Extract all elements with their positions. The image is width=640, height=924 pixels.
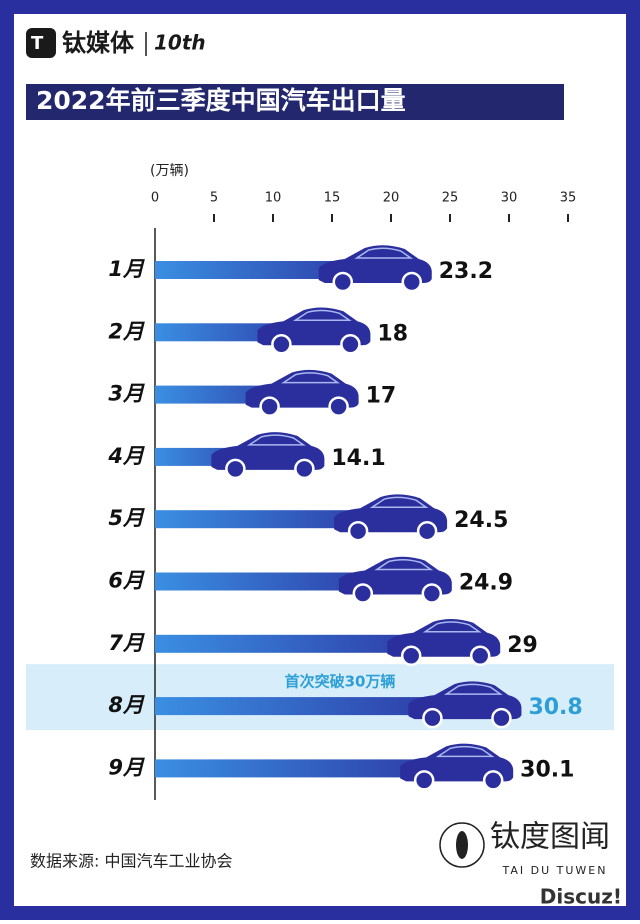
value-label: 30.8: [528, 695, 582, 720]
bar-body: [155, 759, 481, 778]
watermark-name: 钛度图闻: [490, 820, 610, 855]
car-icon: [334, 494, 448, 542]
y-tick-label: 1月: [108, 257, 145, 281]
bar: [155, 307, 371, 355]
bar: [155, 432, 325, 480]
car-wheel: [347, 520, 369, 542]
car-wheel: [340, 334, 361, 355]
bar: [155, 743, 514, 791]
car-window: [354, 247, 414, 259]
value-label: 29: [507, 633, 538, 658]
car-icon: [400, 743, 514, 791]
car-window: [369, 496, 429, 508]
watermark-logo: [439, 822, 485, 868]
y-tick-label: 2月: [108, 319, 145, 343]
title-banner: [26, 84, 564, 120]
car-wheel: [400, 645, 422, 667]
car-icon: [338, 556, 452, 604]
x-tick-label: 15: [324, 191, 341, 206]
unit-label: (万辆): [150, 163, 189, 179]
bar: [155, 369, 359, 417]
y-tick-label: 9月: [108, 755, 145, 779]
bar: [155, 245, 432, 293]
car-wheel: [401, 271, 423, 293]
car-icon: [211, 432, 325, 480]
y-tick-label: 8月: [108, 693, 145, 717]
y-tick-label: 4月: [107, 444, 145, 468]
value-label: 24.5: [454, 508, 508, 533]
value-label: 23.2: [439, 259, 493, 284]
car-wheel: [328, 396, 349, 417]
car-icon: [387, 619, 501, 667]
y-tick-label: 6月: [108, 569, 145, 593]
value-label: 30.1: [520, 757, 574, 782]
logo-icon: [26, 28, 56, 58]
car-window: [435, 745, 495, 758]
brand: 钛媒体: [62, 29, 135, 57]
x-tick-label: 25: [442, 191, 459, 206]
car-wheel: [416, 520, 438, 542]
bar: [155, 619, 501, 667]
bar: [155, 681, 522, 729]
car-icon: [408, 681, 522, 729]
car-wheel: [271, 334, 292, 355]
car-wheel: [491, 707, 512, 729]
car-wheel: [469, 645, 491, 667]
x-tick-label: 35: [560, 191, 577, 206]
car-icon: [318, 245, 432, 293]
value-label: 18: [377, 321, 408, 346]
brand-badge: 10th: [154, 31, 206, 55]
car-wheel: [482, 770, 504, 791]
value-label: 14.1: [331, 446, 385, 471]
car-window: [422, 621, 482, 633]
annotation: 首次突破30万辆: [285, 673, 396, 691]
logo-mark: T: [31, 33, 44, 54]
source: 数据来源: 中国汽车工业协会: [30, 852, 232, 871]
car-wheel: [421, 583, 443, 604]
car-wheel: [422, 707, 443, 729]
car-window: [246, 434, 306, 446]
y-tick-label: 7月: [108, 631, 145, 655]
car-wheel: [259, 396, 280, 417]
x-tick-label: 10: [265, 191, 282, 206]
chart-title: 2022年前三季度中国汽车出口量: [36, 86, 406, 115]
value-label: 17: [366, 384, 397, 409]
car-window: [443, 683, 503, 695]
car-wheel: [413, 770, 435, 791]
bar: [155, 556, 452, 604]
x-tick-label: 20: [383, 191, 400, 206]
site-watermark: Discuz!: [540, 885, 622, 909]
car-window: [374, 559, 434, 571]
car-icon: [245, 369, 359, 417]
car-window: [281, 372, 340, 384]
x-tick-label: 0: [151, 191, 159, 206]
car-window: [292, 309, 352, 322]
bar-body: [155, 697, 489, 716]
x-tick-label: 30: [501, 191, 518, 206]
car-wheel: [332, 271, 354, 293]
car-wheel: [352, 583, 374, 604]
y-tick-label: 3月: [108, 382, 145, 406]
bar: [155, 494, 448, 542]
y-tick-label: 5月: [108, 506, 145, 530]
x-tick-label: 5: [210, 191, 218, 206]
watermark-logo-eye: [456, 831, 468, 859]
watermark-subtitle: TAI DU TUWEN: [502, 864, 608, 877]
value-label: 24.9: [459, 571, 513, 596]
car-wheel: [225, 458, 246, 480]
car-icon: [257, 307, 371, 355]
car-wheel: [294, 458, 315, 480]
